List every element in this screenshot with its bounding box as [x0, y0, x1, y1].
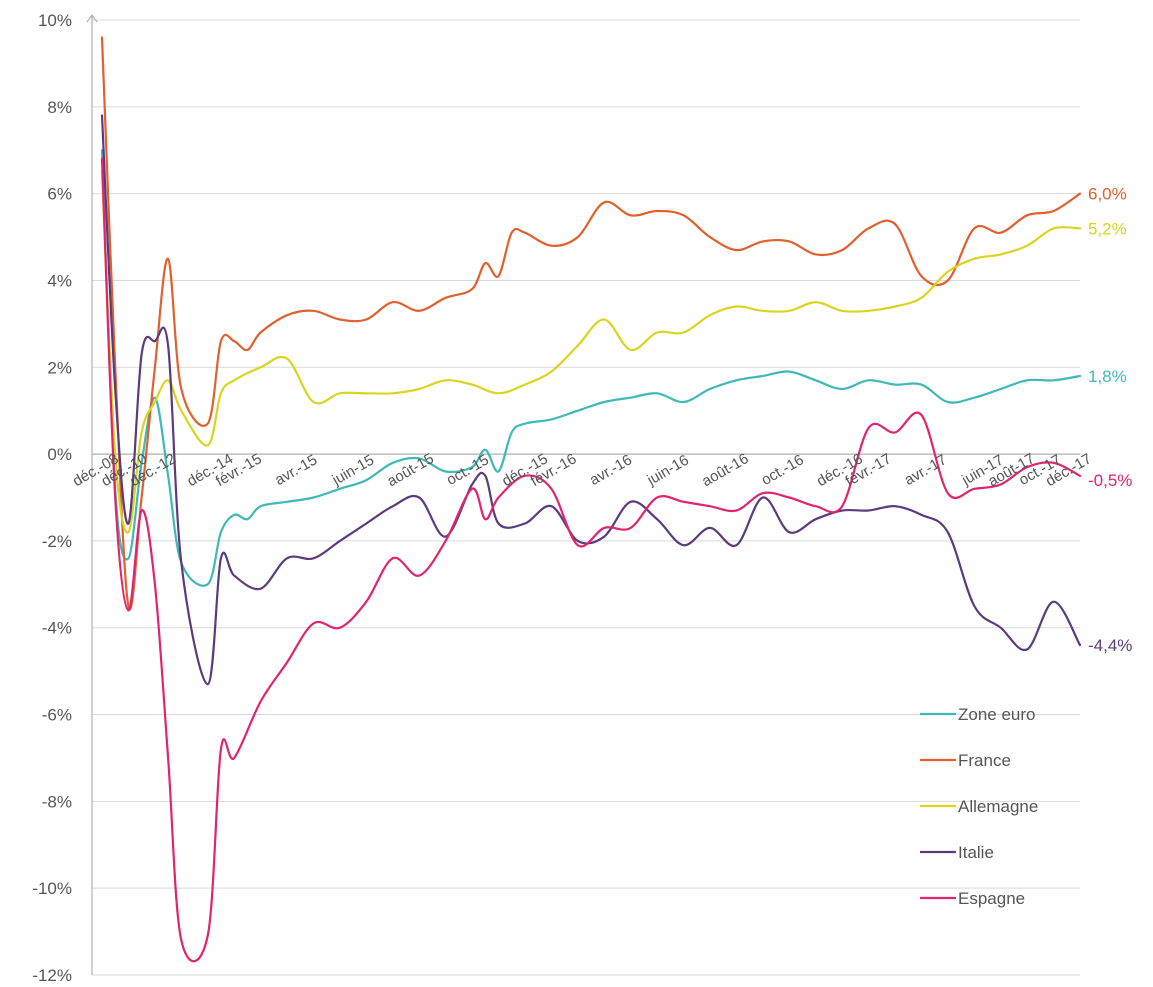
y-tick-label: -12% [32, 966, 72, 985]
x-tick-label: août-15 [384, 450, 437, 490]
x-tick-label: oct.-15 [444, 451, 492, 489]
y-tick-label: 0% [47, 445, 72, 464]
end-labels: 1,8% 6,0% 5,2% -4,4% -0,5% [1088, 185, 1132, 655]
series-line-allemagne [100, 170, 1082, 534]
y-tick-label: 8% [47, 98, 72, 117]
x-tick-label: juin-15 [329, 452, 377, 490]
x-tick-label: avr.-16 [587, 451, 635, 489]
y-tick-label: -10% [32, 879, 72, 898]
end-label-italie: -4,4% [1088, 636, 1132, 655]
legend-label-espagne: Espagne [958, 889, 1025, 908]
y-axis-ticks: 10% 8% 6% 4% 2% 0% -2% -4% -6% -8% -10% -12% [32, 11, 72, 985]
y-tick-label: 4% [47, 271, 72, 290]
axes [86, 13, 1080, 975]
series-line-zone-euro [100, 149, 1082, 587]
y-tick-label: 10% [38, 11, 72, 30]
series-line-espagne [100, 157, 1082, 963]
y-axis-arrow [86, 13, 98, 23]
legend: Zone euro France Allemagne Italie Espagne [920, 705, 1038, 908]
y-tick-label: 6% [47, 185, 72, 204]
series-line-italie [100, 114, 1082, 686]
legend-label-zone-euro: Zone euro [958, 705, 1036, 724]
y-tick-label: -2% [42, 532, 72, 551]
y-tick-label: -6% [42, 706, 72, 725]
gridlines [92, 19, 1080, 976]
legend-label-france: France [958, 751, 1011, 770]
end-label-zone-euro: 1,8% [1088, 367, 1127, 386]
end-label-allemagne: 5,2% [1088, 219, 1127, 238]
x-tick-label: juin-16 [643, 452, 691, 490]
x-tick-label: août-16 [699, 450, 752, 490]
series-line-france [100, 36, 1082, 611]
legend-label-italie: Italie [958, 843, 994, 862]
x-tick-label: oct.-16 [758, 451, 806, 489]
series-lines [100, 36, 1082, 963]
end-label-espagne: -0,5% [1088, 471, 1132, 490]
end-label-france: 6,0% [1088, 185, 1127, 204]
legend-label-allemagne: Allemagne [958, 797, 1038, 816]
x-tick-label: avr.-15 [272, 451, 320, 489]
y-tick-label: -4% [42, 619, 72, 638]
y-tick-label: 2% [47, 358, 72, 377]
y-tick-label: -8% [42, 792, 72, 811]
